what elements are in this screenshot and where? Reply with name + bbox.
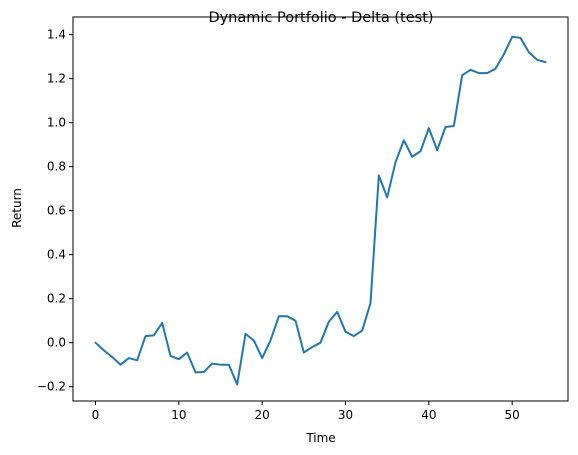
chart-title: Dynamic Portfolio - Delta (test) [208,10,433,26]
x-tick-label: 50 [505,408,520,422]
y-tick-label: 1.0 [47,116,66,130]
y-axis-ticks: −0.2 0.0 0.2 0.4 0.6 0.8 1.0 1.2 1.4 [37,28,73,394]
y-tick-label: 0.6 [47,204,66,218]
plot-frame [72,16,569,402]
y-tick-label: 1.4 [47,28,66,42]
x-tick-label: 10 [171,408,186,422]
y-tick-label: 0.8 [47,160,66,174]
x-tick-label: 30 [338,408,353,422]
y-tick-label: 1.2 [47,72,66,86]
x-axis-ticks: 0 10 20 30 40 50 [92,401,520,422]
x-tick-label: 40 [421,408,436,422]
y-axis-label: Return [10,188,24,228]
y-tick-label: 0.4 [47,248,66,262]
series-points [95,36,546,385]
x-tick-label: 20 [255,408,270,422]
x-axis-label: Time [305,431,335,445]
series-line [94,35,547,386]
y-tick-label: 0.0 [47,336,66,350]
y-tick-label: 0.2 [47,292,66,306]
x-tick-label: 0 [92,408,100,422]
y-tick-label: −0.2 [37,380,66,394]
